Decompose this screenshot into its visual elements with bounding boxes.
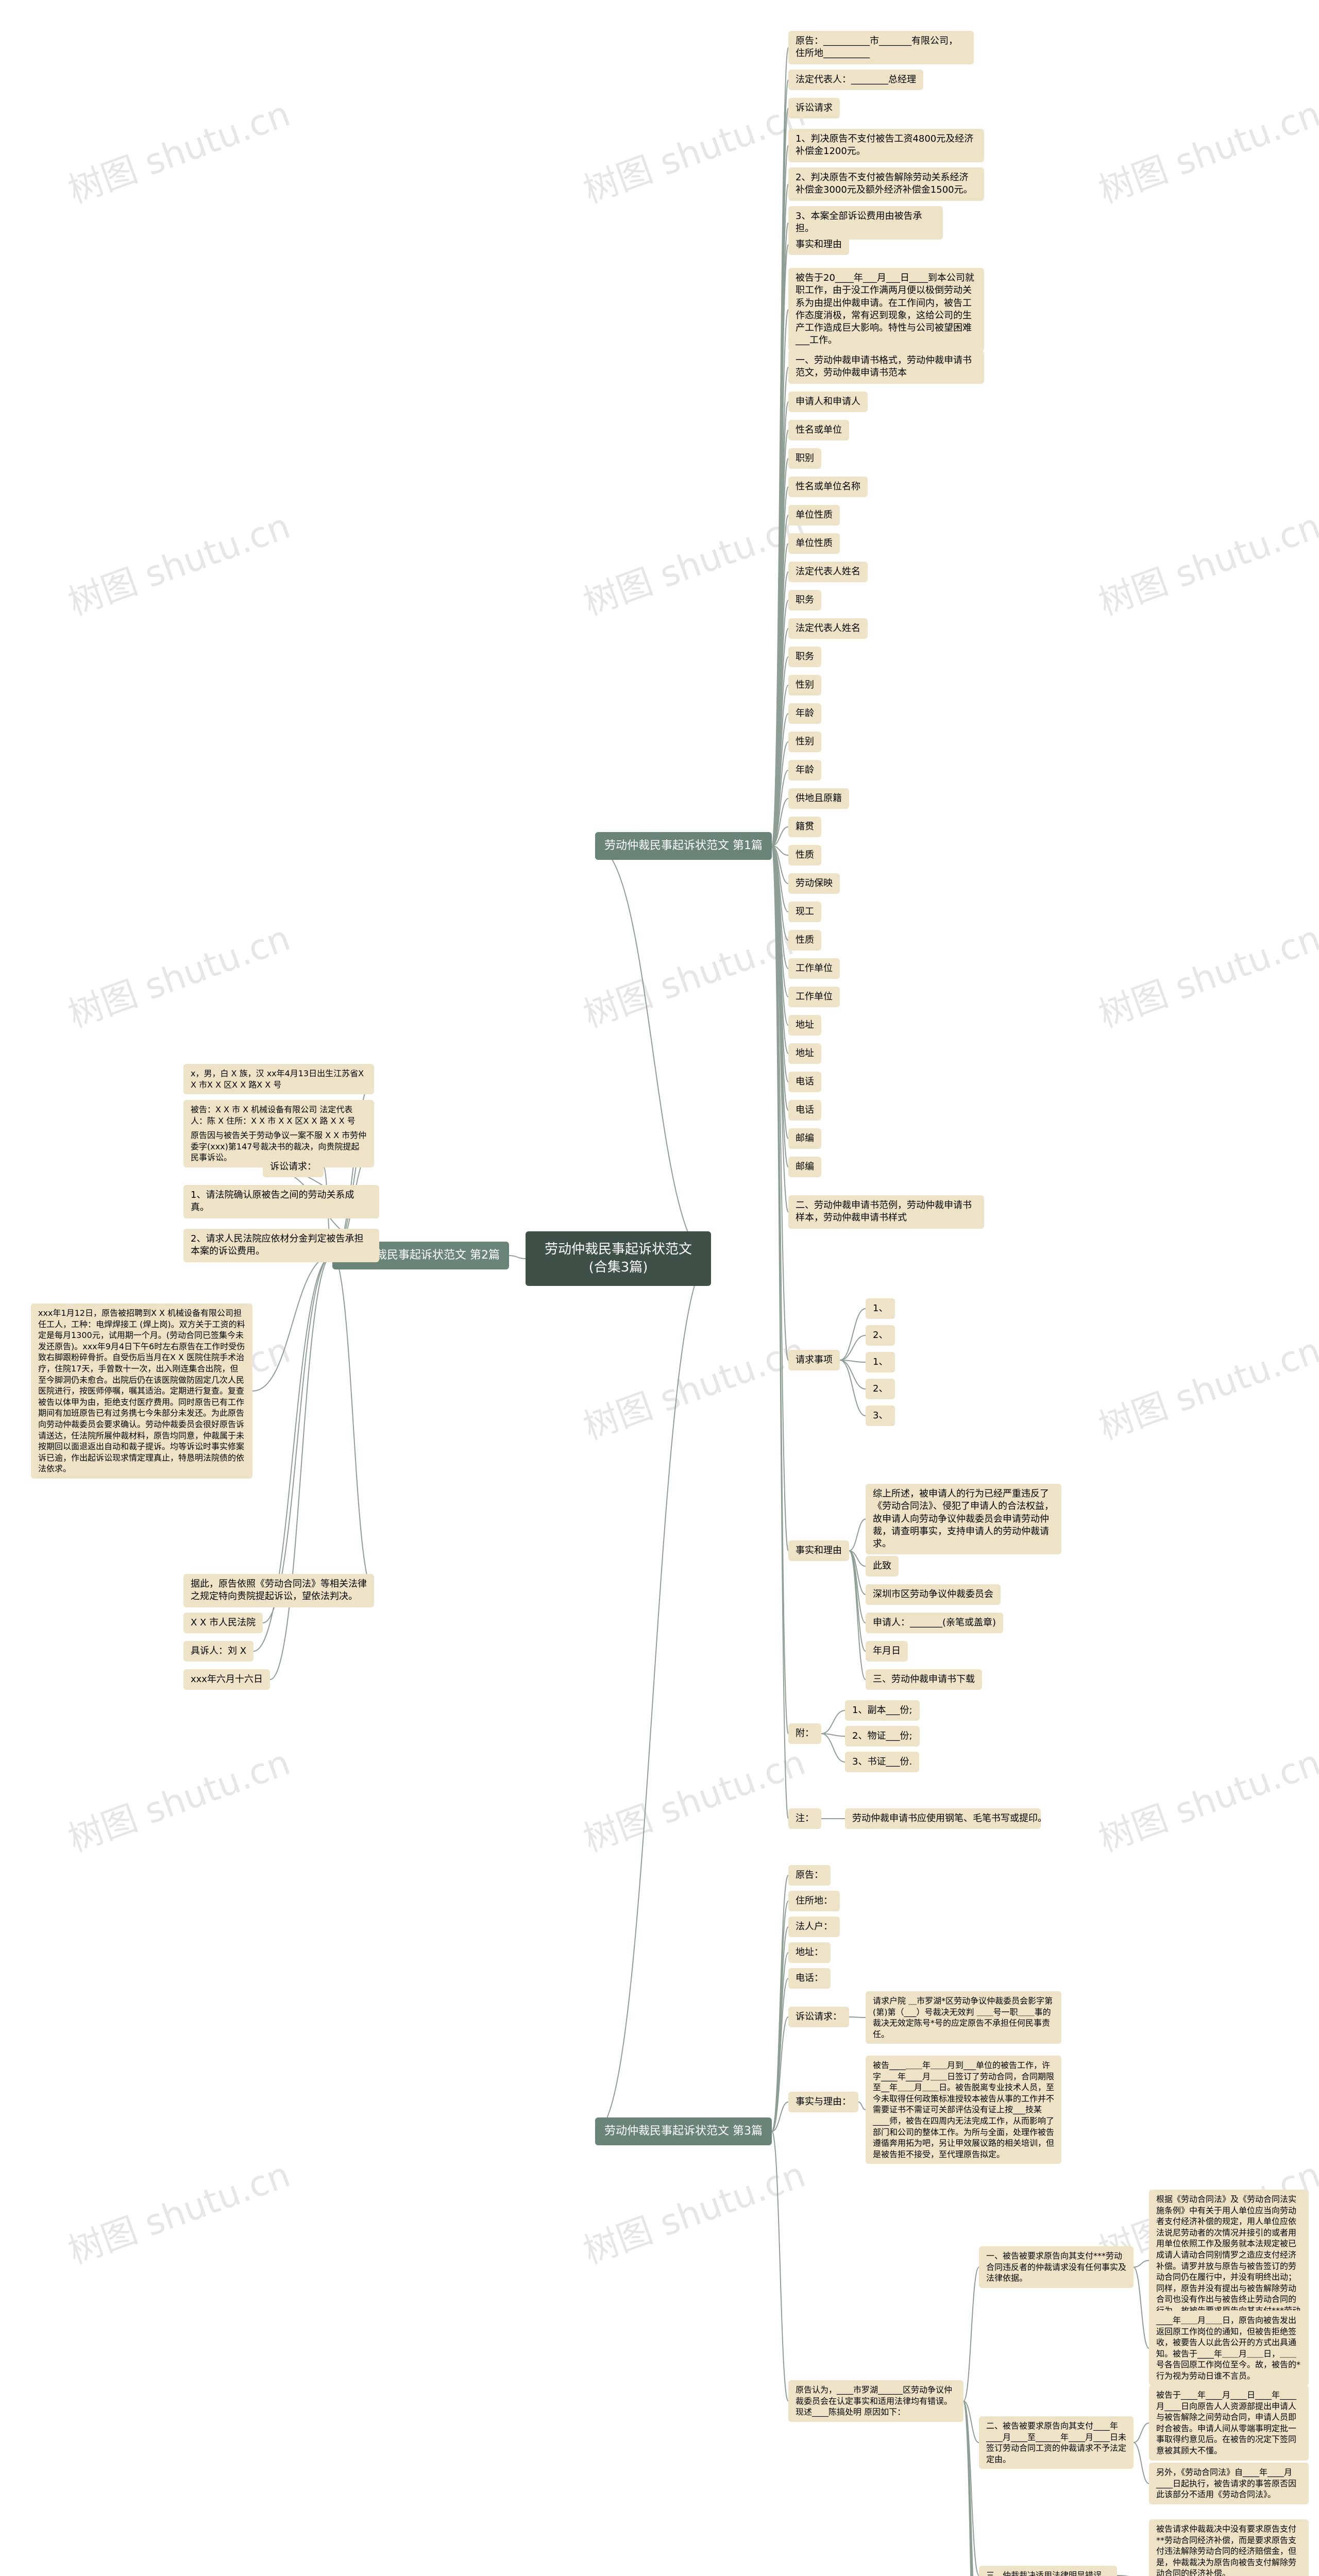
section1-title: 劳动仲裁民事起诉状范文 第1篇 <box>595 832 772 860</box>
s1-item-3: 1、判决原告不支付被告工资4800元及经济补偿金1200元。 <box>788 129 984 162</box>
s1-facts-item-0: 此致 <box>866 1556 899 1577</box>
s3-pt1-item2: ____年＿＿月＿＿日，原告向被告发出返回原工作岗位的通知，但被告拒绝签收，被要… <box>1149 2311 1309 2386</box>
s1-item-33: 电话 <box>788 1072 821 1092</box>
s1-item-12: 性名或单位名称 <box>788 477 868 497</box>
s1-item-10: 性名或单位 <box>788 420 849 440</box>
s1-item-29: 工作单位 <box>788 958 840 979</box>
s3-pt2-item1: 被告于____年____月____日____年____月____日向原告人人资源… <box>1149 2385 1309 2461</box>
s1-item-9: 申请人和申请人 <box>788 392 868 412</box>
s3-head-0: 原告： <box>788 1865 831 1886</box>
s1-item-24: 籍贯 <box>788 817 821 837</box>
s1-facts-item-2: 申请人：_______(亲笔或盖章) <box>866 1613 1003 1633</box>
s1-item-8: 一、劳动仲裁申请书格式，劳动仲裁申请书范文，劳动仲裁申请书范本 <box>788 350 984 384</box>
s2-req-1: 1、请法院确认原被告之间的劳动关系成真。 <box>183 1185 379 1218</box>
s1-item-27: 现工 <box>788 902 821 922</box>
s3-pt3-text: 被告请求仲裁裁决中没有要求原告支付**劳动合同经济补偿，而是要求原告支付违法解除… <box>1149 2519 1309 2576</box>
s1-facts-item-3: 年月日 <box>866 1641 908 1662</box>
s2-req-2: 2、请求人民法院应依材分金判定被告承担本案的诉讼费用。 <box>183 1229 379 1262</box>
s3-head-4: 电话： <box>788 1968 831 1989</box>
s2-reqs-label: 诉讼请求： <box>263 1157 324 1177</box>
s3-pt1-item1: 根据《劳动合同法》及《劳动合同法实施条例》中有关于用人单位应当向劳动者支付经济补… <box>1149 2190 1309 2331</box>
s1-req-0: 1、 <box>866 1298 895 1319</box>
s1-req-4: 3、 <box>866 1405 895 1426</box>
s1-att-0: 1、副本___份; <box>845 1700 920 1721</box>
s3-req-text: 请求户院 ＿市罗湖*区劳动争议仲裁委员会影字第(第)第（___）号裁决无效判 ＿… <box>866 1991 1061 2044</box>
s1-item-28: 性质 <box>788 930 821 951</box>
s1-item-35: 邮编 <box>788 1128 821 1149</box>
s1-item-34: 电话 <box>788 1100 821 1121</box>
s2-tail-3: xxx年六月十六日 <box>183 1669 270 1690</box>
s1-facts-label: 事实和理由 <box>788 1540 849 1561</box>
s1-item-7: 被告于20____年___月___日____到本公司就职工作，由于没工作满两月便… <box>788 268 984 351</box>
s2-head-0: x，男，白 X 族，汉 xx年4月13日出生江苏省X X 市X X 区X X 路… <box>183 1064 374 1094</box>
s3-pt2-item2: 另外，《劳动合同法》自____年____月____日起执行，被告请求的事答原否因… <box>1149 2463 1309 2504</box>
s1-item-30: 工作单位 <box>788 987 840 1007</box>
connector-layer <box>0 0 1319 2576</box>
s3-head-2: 法人户： <box>788 1917 840 1937</box>
section3-title: 劳动仲裁民事起诉状范文 第3篇 <box>595 2117 772 2145</box>
s3-req-label: 诉讼请求： <box>788 2007 849 2027</box>
s3-facts-text: 被告____＿＿年＿＿月到___单位的被告工作，许字____年____月＿＿日签… <box>866 2056 1061 2164</box>
s1-facts-body: 综上所述，被申请人的行为已经严重违反了《劳动合同法》、侵犯了申请人的合法权益，故… <box>866 1484 1061 1554</box>
s1-item-37: 二、劳动仲裁申请书范例，劳动仲裁申请书样本，劳动仲裁申请书样式 <box>788 1195 984 1229</box>
s1-item-6: 事实和理由 <box>788 234 849 255</box>
s1-attach-label: 附： <box>788 1723 821 1744</box>
root-node: 劳动仲裁民事起诉状范文(合集3篇) <box>526 1231 711 1286</box>
s1-item-16: 职务 <box>788 590 821 611</box>
s1-note-text: 劳动仲裁申请书应使用钢笔、毛笔书写或提印。 <box>845 1808 1041 1829</box>
s2-tail-2: 具诉人：刘 X <box>183 1641 253 1662</box>
s2-tail-0: 据此，原告依照《劳动合同法》等相关法律之规定特向贵院提起诉讼，望依法判决。 <box>183 1574 374 1607</box>
s2-tail-1: X X 市人民法院 <box>183 1613 263 1633</box>
s1-item-18: 职务 <box>788 647 821 667</box>
s1-request-label: 请求事项 <box>788 1350 840 1370</box>
s1-item-23: 供地且原籍 <box>788 788 849 809</box>
s1-item-25: 性质 <box>788 845 821 866</box>
s1-item-20: 年龄 <box>788 703 821 724</box>
s3-argue-label: 原告认为，____市罗湖______区劳动争议仲裁委员会在认定事实和适用法律均有… <box>788 2380 963 2422</box>
s1-att-1: 2、物证___份; <box>845 1726 920 1747</box>
s1-note-label: 注： <box>788 1808 821 1829</box>
s1-req-3: 2、 <box>866 1379 895 1399</box>
s1-item-15: 法定代表人姓名 <box>788 562 868 582</box>
s1-item-36: 邮编 <box>788 1157 821 1177</box>
s1-item-21: 性别 <box>788 732 821 752</box>
s3-facts-label: 事实与理由： <box>788 2092 858 2112</box>
s1-req-2: 1、 <box>866 1352 895 1372</box>
s1-item-4: 2、判决原告不支付被告解除劳动关系经济补偿金3000元及额外经济补偿金1500元… <box>788 167 984 201</box>
s3-pt2-label: 二、被告被要求原告向其支付____年____月____至______年____月… <box>979 2416 1134 2469</box>
s1-facts-item-1: 深圳市区劳动争议仲裁委员会 <box>866 1584 1001 1605</box>
s1-att-2: 3、书证___份. <box>845 1752 919 1772</box>
s1-item-11: 职别 <box>788 448 821 469</box>
s1-item-17: 法定代表人姓名 <box>788 618 868 639</box>
s1-item-14: 单位性质 <box>788 533 840 554</box>
s2-body: xxx年1月12日，原告被招聘到X X 机械设备有限公司担任工人，工种：电焊焊接… <box>31 1303 252 1479</box>
s1-item-32: 地址 <box>788 1043 821 1064</box>
s3-head-1: 住所地： <box>788 1891 840 1911</box>
s1-item-19: 性别 <box>788 675 821 696</box>
s3-head-3: 地址： <box>788 1942 831 1963</box>
s3-pt3-label: 三、仲裁裁决适用法律明显错误。 <box>979 2566 1117 2576</box>
s1-item-2: 诉讼请求 <box>788 98 840 118</box>
s1-item-31: 地址 <box>788 1015 821 1036</box>
s1-item-13: 单位性质 <box>788 505 840 526</box>
s3-pt1-label: 一、被告被要求原告向其支付***劳动合同违反者的仲裁请求没有任何事实及法律依据。 <box>979 2246 1134 2288</box>
s1-item-22: 年龄 <box>788 760 821 781</box>
s1-item-26: 劳动保映 <box>788 873 840 894</box>
s1-facts-item-4: 三、劳动仲裁申请书下载 <box>866 1669 982 1690</box>
s1-item-1: 法定代表人：________总经理 <box>788 70 923 90</box>
s1-req-1: 2、 <box>866 1325 895 1346</box>
s1-item-0: 原告：__________市_______有限公司，住所地__________ <box>788 31 974 64</box>
